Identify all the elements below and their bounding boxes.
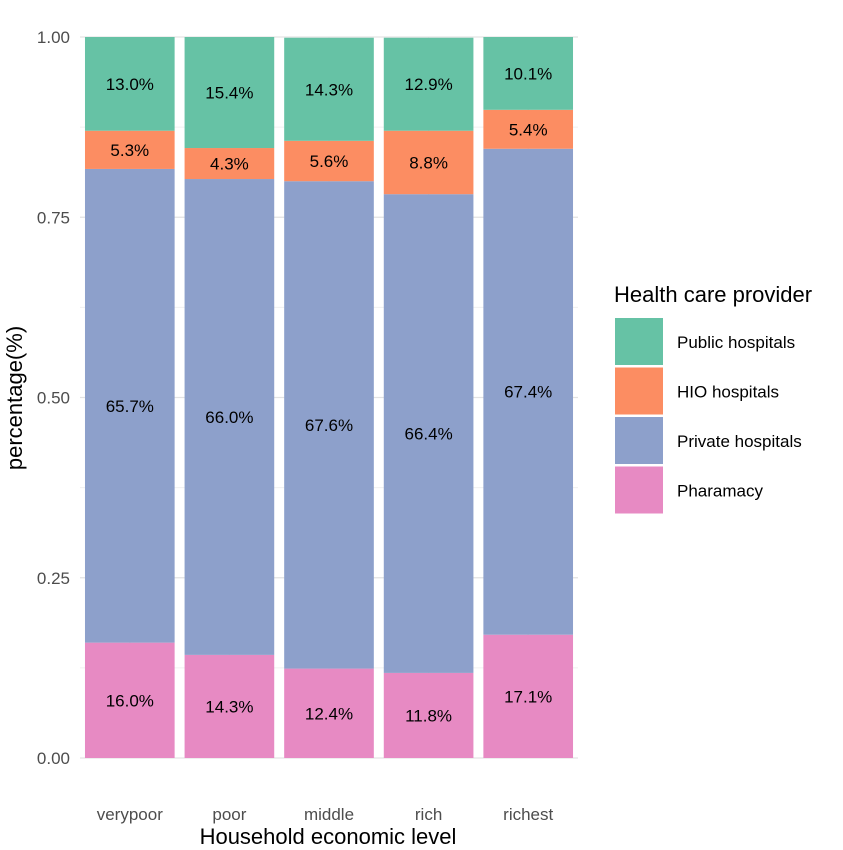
y-tick-label: 0.75 — [37, 208, 70, 227]
legend-label: Public hospitals — [677, 333, 795, 352]
x-tick-label: middle — [304, 805, 354, 824]
data-label: 10.1% — [504, 64, 552, 83]
data-label: 14.3% — [205, 697, 253, 716]
data-label: 13.0% — [106, 75, 154, 94]
data-label: 5.3% — [110, 141, 149, 160]
bar-segment — [84, 168, 175, 643]
y-tick-label: 0.00 — [37, 749, 70, 768]
data-label: 4.3% — [210, 155, 249, 174]
legend-key — [615, 367, 663, 415]
legend-label: Private hospitals — [677, 432, 802, 451]
data-label: 66.0% — [205, 408, 253, 427]
bar-segment — [483, 37, 574, 110]
bar-segment — [383, 130, 474, 195]
bar-segment — [383, 37, 474, 131]
legend-title: Health care provider — [614, 282, 812, 307]
bar-segment — [284, 140, 374, 182]
y-axis-ticks: 0.00 0.25 0.50 0.75 1.00 — [37, 28, 70, 768]
data-label: 11.8% — [405, 706, 452, 725]
y-tick-label: 0.50 — [37, 389, 70, 408]
data-label: 5.4% — [509, 120, 548, 139]
bar-segment — [383, 672, 474, 758]
legend-key — [615, 466, 663, 514]
data-label: 17.1% — [504, 687, 552, 706]
data-label: 14.3% — [305, 80, 353, 99]
bar-segment — [184, 179, 275, 655]
x-axis-ticks: verypoor poor middle rich richest — [97, 805, 554, 824]
bar-segment — [184, 148, 275, 180]
bar-segment — [184, 37, 275, 149]
data-label: 15.4% — [205, 84, 253, 103]
bar-segment — [84, 37, 175, 131]
bar-segment — [483, 148, 574, 635]
x-tick-label: poor — [212, 805, 246, 824]
data-label: 5.6% — [310, 152, 349, 171]
data-label: 65.7% — [106, 397, 154, 416]
legend-label: Pharamacy — [677, 482, 763, 501]
x-tick-label: rich — [415, 805, 442, 824]
bar-segment — [84, 642, 175, 758]
bar-segment — [284, 37, 374, 141]
legend-key — [615, 417, 663, 464]
legend: Health care provider Public hospitals HIO… — [614, 282, 812, 514]
bar-segment — [483, 109, 574, 149]
bar-stacks: 16.0% 65.7% 5.3% 13.0% 14.3% 66.0% 4.3% 15.4% 12… — [84, 37, 574, 758]
data-label: 8.8% — [409, 153, 448, 172]
bar-segment — [483, 634, 574, 758]
y-axis-title: percentage(%) — [2, 326, 27, 470]
y-tick-label: 0.25 — [37, 569, 70, 588]
bar-segment — [284, 668, 374, 758]
data-label: 67.4% — [504, 383, 552, 402]
bar-segment — [184, 654, 275, 758]
data-label: 67.6% — [305, 416, 353, 435]
legend-key — [615, 318, 663, 365]
bar-segment — [84, 130, 175, 169]
x-tick-label: verypoor — [97, 805, 163, 824]
data-label: 66.4% — [404, 425, 452, 444]
legend-label: HIO hospitals — [677, 383, 779, 402]
data-label: 12.4% — [305, 704, 353, 723]
x-axis-title: Household economic level — [200, 824, 457, 849]
x-tick-label: richest — [503, 805, 553, 824]
y-tick-label: 1.00 — [37, 28, 70, 47]
bar-segment — [383, 194, 474, 673]
bar-segment — [284, 181, 374, 669]
data-label: 16.0% — [106, 691, 154, 710]
data-label: 12.9% — [404, 75, 452, 94]
